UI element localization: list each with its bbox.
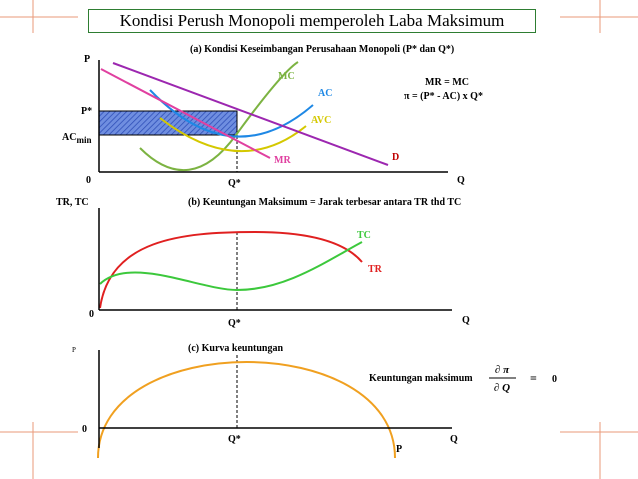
fraction-denominator: ∂ Q — [494, 382, 510, 394]
y-axis-label-c: P — [72, 346, 76, 354]
panel-c-heading: (c) Kurva keuntungan — [188, 343, 283, 354]
panel-b-heading: (b) Keuntungan Maksimum = Jarak terbesar… — [188, 197, 461, 208]
fraction-numerator: ∂ π — [495, 364, 510, 376]
origin-b: 0 — [89, 309, 94, 320]
ac-min-label: ACmin — [62, 132, 91, 145]
origin-c: 0 — [82, 424, 87, 435]
panel-a-heading: (a) Kondisi Keseimbangan Perusahaan Mono… — [190, 44, 454, 55]
d-label: D — [392, 152, 399, 163]
derivative-zero: 0 — [552, 374, 557, 385]
ac-label: AC — [318, 88, 332, 99]
y-axis-label-b: TR, TC — [56, 197, 89, 208]
origin-a: 0 — [86, 175, 91, 186]
equals-sign: = — [530, 371, 537, 385]
ac-min-main: AC — [62, 132, 76, 143]
mr-curve — [100, 68, 271, 159]
avc-curve — [159, 117, 307, 152]
d-curve — [112, 62, 389, 166]
panel-b: (b) Keuntungan Maksimum = Jarak terbesar… — [56, 197, 470, 329]
mc-curve — [139, 61, 299, 172]
q-star-label-c: Q* — [228, 434, 241, 445]
ac-min-sub: min — [76, 135, 91, 145]
q-star-label-b: Q* — [228, 318, 241, 329]
max-profit-text: Keuntungan maksimum — [369, 373, 473, 384]
tc-label: TC — [357, 230, 371, 241]
tr-label: TR — [368, 264, 383, 275]
avc-label: AVC — [311, 115, 331, 126]
mc-label: MC — [278, 71, 295, 82]
formula-line-1: MR = MC — [425, 77, 469, 88]
x-axis-label-a: Q — [457, 175, 465, 186]
tc-curve — [99, 241, 363, 292]
x-axis-label-b: Q — [462, 315, 470, 326]
formula-line-2: π = (P* - AC) x Q* — [404, 91, 483, 102]
y-axis-label-a: P — [84, 54, 90, 65]
profit-curve — [97, 361, 396, 459]
slide-title: Kondisi Perush Monopoli memperoleh Laba … — [88, 9, 536, 33]
panel-a: (a) Kondisi Keseimbangan Perusahaan Mono… — [62, 44, 483, 189]
ac-curve — [149, 89, 314, 138]
tr-curve — [99, 230, 363, 309]
p-label-c: P — [396, 444, 402, 455]
q-star-label-a: Q* — [228, 178, 241, 189]
panel-c: (c) Kurva keuntungan P Q 0 Q* P Keuntung… — [72, 343, 557, 459]
mr-label: MR — [274, 155, 291, 166]
p-star-label: P* — [81, 106, 92, 117]
x-axis-label-c: Q — [450, 434, 458, 445]
